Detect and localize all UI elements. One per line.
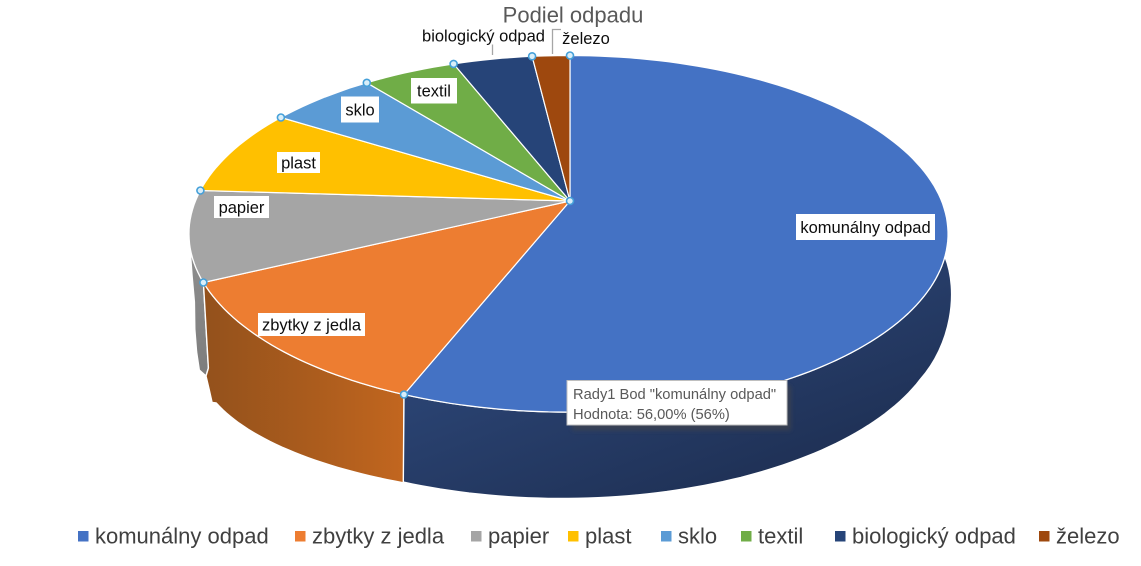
svg-text:papier: papier	[219, 199, 265, 217]
svg-text:Podiel odpadu: Podiel odpadu	[503, 3, 644, 28]
svg-text:biologický odpad: biologický odpad	[852, 524, 1016, 549]
svg-text:komunálny odpad: komunálny odpad	[800, 219, 930, 237]
svg-text:Hodnota: 56,00% (56%): Hodnota: 56,00% (56%)	[573, 407, 730, 423]
svg-text:komunálny odpad: komunálny odpad	[95, 524, 269, 549]
svg-text:plast: plast	[281, 154, 316, 172]
svg-text:biologický odpad: biologický odpad	[422, 27, 545, 45]
svg-text:textil: textil	[758, 524, 803, 549]
svg-text:textil: textil	[417, 83, 451, 101]
svg-text:železo: železo	[562, 30, 610, 48]
svg-text:papier: papier	[488, 524, 549, 549]
svg-text:Rady1 Bod "komunálny odpad": Rady1 Bod "komunálny odpad"	[573, 387, 776, 403]
svg-text:zbytky z jedla: zbytky z jedla	[262, 316, 362, 334]
svg-text:zbytky z jedla: zbytky z jedla	[312, 524, 445, 549]
svg-text:sklo: sklo	[345, 101, 374, 119]
svg-text:plast: plast	[585, 524, 631, 549]
svg-text:sklo: sklo	[678, 524, 717, 549]
svg-text:železo: železo	[1056, 524, 1120, 549]
